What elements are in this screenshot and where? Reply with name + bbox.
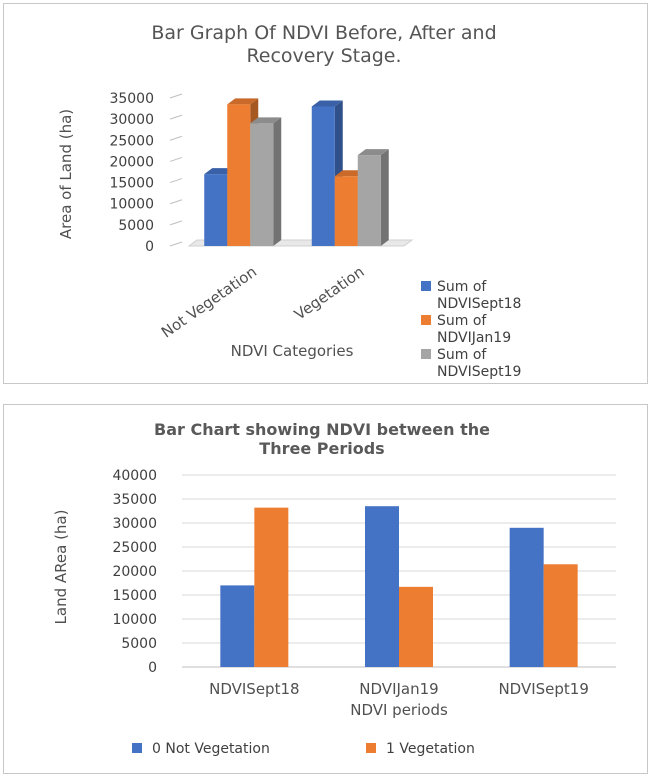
y-tick-label: 35000 [109,91,154,107]
bar-top [250,117,282,124]
y-tick-label: 25000 [112,540,157,556]
y-tick-label: 5000 [121,636,157,652]
y-tick-label: 35000 [112,492,157,508]
bar-top [227,98,259,105]
x-axis-label: NDVI Categories [231,342,354,360]
bar-1-2 [357,149,389,246]
bar-2-1 [543,564,578,667]
bar-top [311,100,343,107]
bar-1-0 [365,506,399,667]
y-tick-label: 25000 [109,133,154,149]
bar-top [357,149,389,156]
y-tick-mark [169,156,183,162]
bar-front [311,106,335,246]
legend-swatch [421,281,431,291]
y-tick-mark [169,220,183,226]
y-tick-label: 30000 [112,516,157,532]
x-category-label: NDVIJan19 [359,680,438,698]
y-tick-label: 30000 [109,112,154,128]
legend-swatch [366,743,376,753]
chart-title-line: Bar Graph Of NDVI Before, After and [151,22,496,44]
y-tick-mark [169,93,183,99]
x-category-label: Not Vegetation [158,263,260,342]
x-axis-label: NDVI periods [350,701,448,719]
bar-0-2 [250,117,282,246]
legend-swatch [421,315,431,325]
bar-1-1 [399,586,433,667]
y-tick-mark [169,241,183,247]
chart-title-line: Bar Chart showing NDVI between the [154,420,490,439]
legend-swatch [421,349,431,359]
chart-2d-svg: Bar Chart showing NDVI between theThree … [52,420,616,757]
bar-2-0 [509,527,544,667]
chart-panel-clustered: Bar Chart showing NDVI between the Three … [3,404,648,774]
y-tick-mark [169,114,183,120]
y-tick-mark [169,199,183,205]
legend-label-line: NDVISept18 [437,296,521,312]
y-tick-label: 15000 [112,588,157,604]
legend-label-line: Sum of [437,279,487,295]
y-axis-label: Area of Land (ha) [57,109,75,239]
y-tick-label: 10000 [109,197,154,213]
legend-label-line: NDVIJan19 [437,330,511,346]
bar-front [250,123,274,246]
y-tick-label: 0 [148,660,157,676]
x-category-label: NDVISept18 [209,680,299,698]
bar-0-1 [254,507,289,667]
y-tick-label: 15000 [109,176,154,192]
legend-label-line: NDVISept19 [437,364,521,380]
bar-0-0 [220,585,255,667]
legend-swatch [132,743,142,753]
legend-label: 1 Vegetation [386,741,475,757]
bar-side [273,117,282,246]
y-tick-label: 20000 [109,154,154,170]
x-category-label: Vegetation [291,263,368,324]
y-tick-label: 40000 [112,468,157,484]
legend-label-line: Sum of [437,347,487,363]
bar-front [334,176,358,246]
y-tick-mark [169,178,183,184]
bar-front [204,174,228,246]
bar-side [380,149,389,246]
chart-3d-svg: Bar Graph Of NDVI Before, After andRecov… [57,22,521,380]
chart-panel-3d: Bar Graph Of NDVI Before, After and Recov… [3,3,648,384]
chart-title-line: Recovery Stage. [246,45,401,67]
x-category-label: NDVISept19 [498,680,588,698]
bar-front [227,104,251,246]
y-tick-label: 5000 [118,218,154,234]
y-tick-label: 10000 [112,612,157,628]
chart-title-line: Three Periods [259,439,384,458]
legend-label-line: Sum of [437,313,487,329]
y-tick-label: 20000 [112,564,157,580]
y-axis-label: Land ARea (ha) [52,510,70,625]
y-tick-label: 0 [145,239,154,255]
y-tick-mark [169,135,183,141]
legend-label: 0 Not Vegetation [152,741,270,757]
bar-front [357,155,381,246]
